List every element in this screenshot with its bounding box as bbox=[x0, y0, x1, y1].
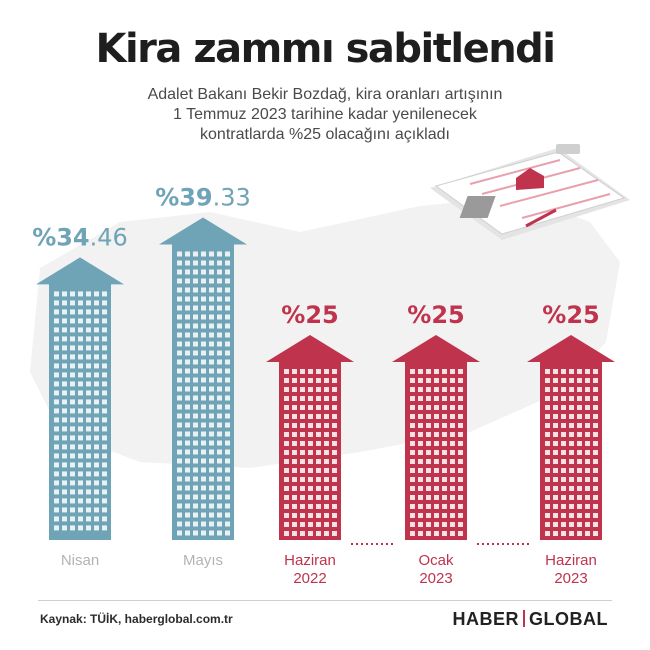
value-label-main: %25 bbox=[542, 301, 599, 329]
bar-windows bbox=[54, 291, 107, 531]
value-label-3: %25 bbox=[281, 301, 338, 329]
category-label-2: Mayıs bbox=[183, 552, 223, 569]
category-label-4: Ocak bbox=[418, 552, 454, 569]
bar-windows bbox=[410, 369, 463, 536]
brand-logo-right: GLOBAL bbox=[529, 609, 608, 629]
clipboard-illustration bbox=[430, 144, 630, 240]
value-label-2: %39.33 bbox=[155, 183, 251, 211]
value-label-decimal: .46 bbox=[90, 223, 128, 251]
footer-divider bbox=[38, 600, 612, 601]
bar-roof bbox=[36, 257, 124, 285]
value-label-main: %34 bbox=[32, 223, 89, 251]
bar-windows bbox=[545, 369, 598, 536]
value-label-decimal: .33 bbox=[213, 183, 251, 211]
brand-logo-separator bbox=[523, 610, 525, 627]
value-label-main: %25 bbox=[281, 301, 338, 329]
bar-2 bbox=[159, 217, 247, 540]
value-label-5: %25 bbox=[542, 301, 599, 329]
bar-windows bbox=[284, 369, 337, 536]
category-label-1: Nisan bbox=[61, 552, 99, 569]
bar-5 bbox=[527, 335, 615, 540]
value-label-1: %34.46 bbox=[32, 223, 128, 251]
bar-4 bbox=[392, 335, 480, 540]
brand-logo: HABER GLOBAL bbox=[452, 609, 608, 630]
category-label-5: Haziran bbox=[545, 552, 597, 569]
brand-logo-left: HABER bbox=[452, 609, 519, 629]
bar-roof bbox=[159, 217, 247, 245]
subtitle-line-1: Adalet Bakanı Bekir Bozdağ, kira oranlar… bbox=[147, 86, 503, 103]
category-label-5: 2023 bbox=[554, 570, 587, 587]
bar-windows bbox=[177, 251, 230, 536]
subtitle-line-3: kontratlarda %25 olacağını açıkladı bbox=[200, 126, 450, 143]
bar-roof bbox=[527, 335, 615, 362]
bar-roof bbox=[392, 335, 480, 362]
category-label-4: 2023 bbox=[419, 570, 452, 587]
bar-chart: %34.46Nisan%39.33Mayıs%25Haziran2022%25O… bbox=[30, 144, 630, 587]
value-label-main: %25 bbox=[407, 301, 464, 329]
bars-group: %34.46Nisan%39.33Mayıs%25Haziran2022%25O… bbox=[32, 183, 615, 587]
bar-roof bbox=[266, 335, 354, 362]
bar-1 bbox=[36, 257, 124, 540]
value-label-main: %39 bbox=[155, 183, 212, 211]
bar-3 bbox=[266, 335, 354, 540]
value-label-4: %25 bbox=[407, 301, 464, 329]
chart-title: Kira zammı sabitlendi bbox=[95, 26, 556, 72]
source-text: Kaynak: TÜİK, haberglobal.com.tr bbox=[40, 612, 233, 626]
category-label-3: Haziran bbox=[284, 552, 336, 569]
category-label-3: 2022 bbox=[293, 570, 326, 587]
subtitle-line-2: 1 Temmuz 2023 tarihine kadar yenilenecek bbox=[173, 106, 477, 123]
